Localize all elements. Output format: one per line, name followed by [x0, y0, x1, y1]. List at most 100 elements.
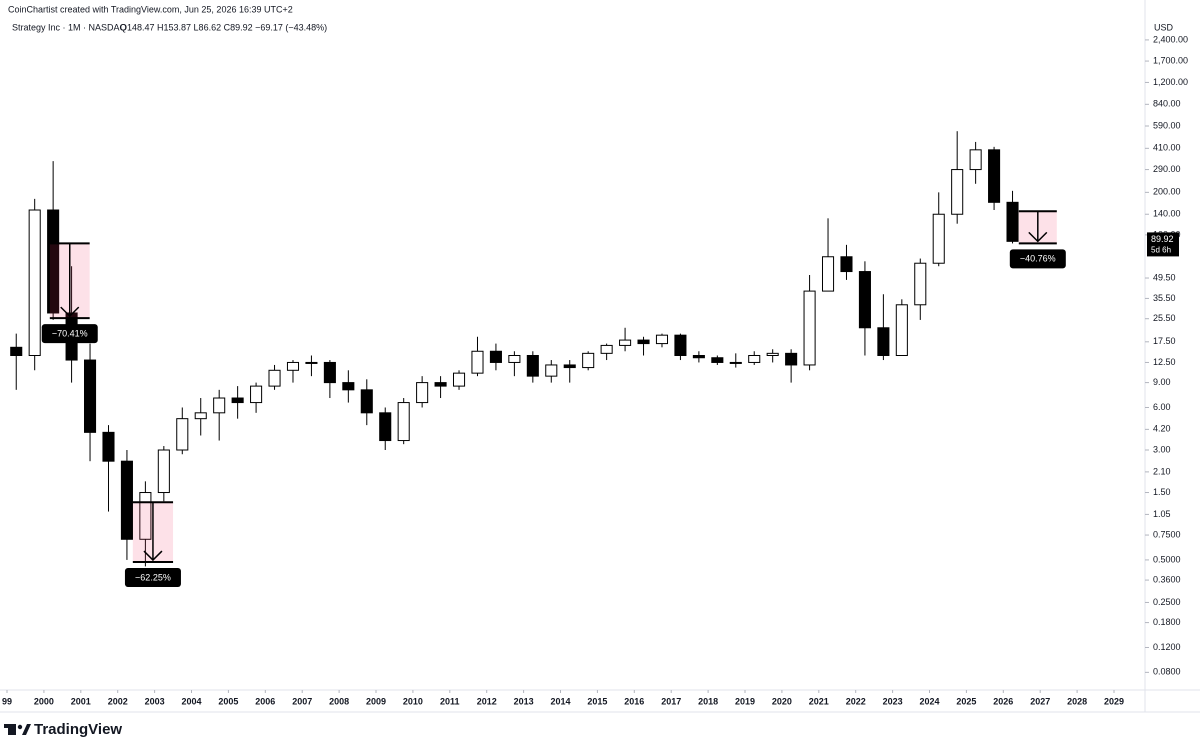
x-tick-label: 2019: [735, 696, 755, 706]
candle-body: [471, 350, 484, 374]
x-tick-label: 2003: [145, 696, 165, 706]
candle-body: [250, 385, 263, 404]
x-tick-label: 2015: [587, 696, 607, 706]
x-tick-label: 2006: [255, 696, 275, 706]
candle-body: [268, 369, 281, 387]
ohlc-summary: O148.47 H153.87 L86.62 C89.92 −69.17 (−4…: [120, 22, 327, 32]
candle-body: [102, 431, 115, 462]
candle-body: [969, 149, 982, 171]
y-tick-label: 410.00: [1153, 143, 1181, 153]
candle-body: [895, 304, 908, 356]
candle-body: [785, 352, 798, 366]
y-tick-label: 840.00: [1153, 99, 1181, 109]
candle-body: [655, 334, 669, 345]
candle-body: [489, 350, 502, 363]
candle-body: [120, 460, 133, 540]
candle-body: [619, 339, 632, 346]
candle-body: [397, 402, 410, 442]
y-tick-label: 2,400.00: [1153, 34, 1188, 44]
x-tick-label: 2024: [919, 696, 939, 706]
measure-label-box: [41, 324, 98, 344]
y-tick-label: 590.00: [1153, 120, 1181, 130]
candle-body: [914, 262, 927, 306]
x-tick-label: 2018: [698, 696, 718, 706]
x-tick-label: 2002: [108, 696, 128, 706]
last-price-label: 89.92: [1151, 234, 1174, 244]
candle-body: [323, 361, 336, 384]
x-tick-label: 2013: [514, 696, 534, 706]
candle-body: [637, 339, 650, 345]
measure-arrowhead: [60, 306, 80, 318]
candle-body: [1006, 201, 1019, 242]
brand: TradingView: [34, 721, 122, 738]
candle-body: [711, 357, 724, 363]
y-tick-label: 6.00: [1153, 402, 1171, 412]
y-tick-label: 0.3600: [1153, 574, 1181, 584]
y-tick-label: 0.1200: [1153, 642, 1181, 652]
candle-body: [157, 449, 170, 494]
y-tick-label: 17.50: [1153, 336, 1176, 346]
candle-body: [951, 169, 964, 215]
candle-body: [729, 361, 742, 364]
x-tick-label: 2021: [809, 696, 829, 706]
candle-body: [858, 271, 871, 329]
y-tick-label: 200.00: [1153, 187, 1181, 197]
y-tick-label: 3.00: [1153, 444, 1171, 454]
measure-arrowhead: [143, 550, 163, 562]
candle-body: [286, 361, 300, 371]
attribution: CoinChartist created with TradingView.co…: [8, 4, 293, 14]
y-tick-label: 0.1800: [1153, 617, 1181, 627]
x-tick-label: 2016: [624, 696, 644, 706]
countdown-label: 5d 6h: [1151, 246, 1171, 255]
candle-body: [10, 346, 23, 356]
candle-body: [231, 397, 244, 404]
candle-body: [47, 209, 60, 314]
y-tick-label: 2.10: [1153, 466, 1171, 476]
candle-body: [213, 397, 226, 414]
y-tick-label: 0.7500: [1153, 529, 1181, 539]
candle-body: [194, 412, 207, 420]
candle-body: [582, 352, 595, 369]
y-tick-label: 1,200.00: [1153, 77, 1188, 87]
x-tick-label: 99: [2, 696, 12, 706]
candle-body: [803, 290, 816, 366]
y-tick-label: 0.5000: [1153, 554, 1181, 564]
y-tick-label: 1,700.00: [1153, 55, 1188, 65]
x-tick-label: 2010: [403, 696, 423, 706]
y-tick-label: 9.00: [1153, 377, 1171, 387]
candle-body: [379, 412, 392, 442]
x-tick-label: 2004: [181, 696, 201, 706]
candle-body: [766, 352, 779, 356]
chart-title: Strategy Inc · 1M · NASDAQ: [12, 22, 127, 32]
x-tick-label: 2029: [1104, 696, 1124, 706]
x-tick-label: 2009: [366, 696, 386, 706]
x-tick-label: 2012: [477, 696, 497, 706]
x-tick-label: 2026: [993, 696, 1013, 706]
candle-body: [877, 327, 890, 356]
candle-body: [434, 382, 447, 387]
currency: USD: [1154, 22, 1174, 32]
candles: [10, 131, 1019, 567]
candle-body: [416, 382, 429, 404]
measure-label: −70.41%: [52, 328, 88, 338]
x-tick-label: 2025: [956, 696, 976, 706]
y-tick-label: 1.50: [1153, 487, 1171, 497]
y-tick-label: 290.00: [1153, 164, 1181, 174]
measure-annotation: −70.41%: [41, 242, 98, 344]
measure-label-box: [1009, 249, 1066, 269]
y-tick-label: 1.05: [1153, 509, 1171, 519]
x-tick-label: 2000: [34, 696, 54, 706]
x-tick-label: 2008: [329, 696, 349, 706]
y-tick-label: 12.50: [1153, 357, 1176, 367]
logo: [4, 724, 31, 735]
candle-body: [84, 359, 97, 433]
x-tick-label: 2028: [1067, 696, 1087, 706]
candle-body: [840, 256, 853, 273]
measure-label: −40.76%: [1020, 254, 1056, 264]
candle-body: [748, 354, 761, 363]
candle-body: [28, 209, 41, 356]
candle-body: [563, 364, 576, 369]
x-tick-label: 2007: [292, 696, 312, 706]
x-tick-label: 2027: [1030, 696, 1050, 706]
